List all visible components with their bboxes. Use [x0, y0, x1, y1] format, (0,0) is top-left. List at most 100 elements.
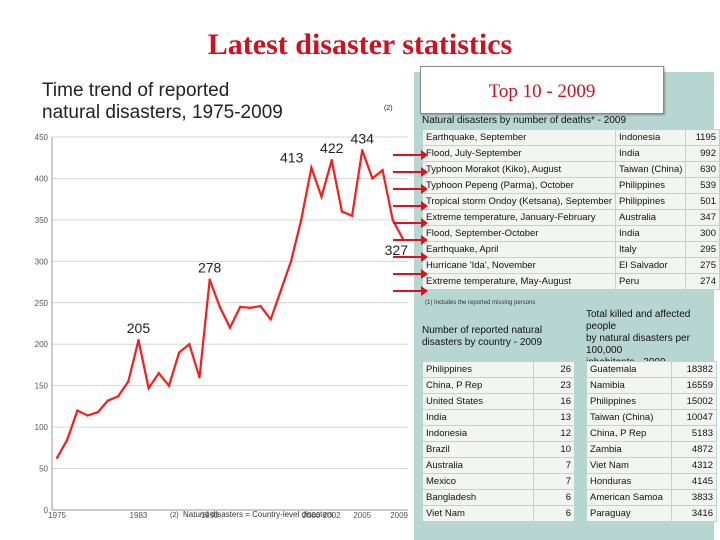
table-row: United States 16 — [422, 393, 575, 410]
deaths-table-title: Natural disasters by number of deaths* -… — [422, 115, 626, 126]
country-cell: Indonesia — [615, 129, 687, 146]
count-cell: 7 — [533, 457, 575, 474]
y-tick-label: 350 — [35, 216, 49, 225]
count-cell: 7 — [533, 473, 575, 490]
country-cell: Namibia — [586, 377, 672, 394]
country-cell: China, P Rep — [422, 377, 534, 394]
country-cell: Indonesia — [422, 425, 534, 442]
country-cell: El Salvador — [615, 257, 687, 274]
data-points — [55, 149, 405, 459]
data-point — [76, 409, 79, 412]
table-row: Mexico 7 — [422, 473, 575, 490]
affected-cell: 15002 — [671, 393, 717, 410]
affected-cell: 16559 — [671, 377, 717, 394]
event-cell: Typhoon Morakot (Kiko), August — [421, 161, 617, 178]
data-label: 434 — [351, 130, 375, 146]
series-line — [56, 149, 404, 459]
data-point — [249, 306, 252, 309]
table-row: Extreme temperature, January-February Aus… — [421, 209, 720, 226]
data-labels: 205 278 413 422 434 327 — [127, 130, 408, 336]
arrow-icon — [393, 235, 428, 245]
table-row: Tropical storm Ondoy (Ketsana), Septembe… — [421, 193, 720, 210]
trend-chart-svg: Time trend of reported natural disasters… — [35, 80, 409, 520]
country-cell: Bangladesh — [422, 489, 534, 506]
table-row: Paraguay 3416 — [586, 505, 717, 522]
x-tick-label: 2002 — [323, 511, 341, 520]
table-row: India 13 — [422, 409, 575, 426]
country-cell: India — [615, 225, 687, 242]
country-title-line: disasters by country - 2009 — [422, 337, 543, 348]
country-cell: Philippines — [422, 361, 534, 378]
data-point — [310, 166, 313, 169]
data-point — [371, 177, 374, 180]
table-row: Viet Nam 4312 — [586, 457, 717, 474]
table-row: Namibia 16559 — [586, 377, 717, 394]
trend-chart: Time trend of reported natural disasters… — [10, 72, 412, 520]
data-point — [238, 305, 242, 309]
data-point — [147, 386, 150, 390]
count-cell: 23 — [533, 377, 575, 394]
table-row: Bangladesh 6 — [422, 489, 575, 506]
count-cell: 13 — [533, 409, 575, 426]
table-row: Zambia 4872 — [586, 441, 717, 458]
data-point — [116, 395, 120, 398]
y-tick-label: 0 — [44, 506, 49, 515]
country-cell: Paraguay — [586, 505, 672, 522]
data-point — [177, 351, 181, 354]
table-row: Philippines 26 — [422, 361, 575, 378]
affected-cell: 3416 — [671, 505, 717, 522]
country-cell: Viet Nam — [586, 457, 672, 474]
country-cell: Philippines — [586, 393, 672, 410]
arrow-icon — [393, 269, 428, 279]
count-cell: 10 — [533, 441, 575, 458]
event-cell: Flood, September-October — [421, 225, 617, 242]
data-point — [188, 343, 191, 346]
count-cell: 16 — [533, 393, 575, 410]
affected-cell: 4312 — [671, 457, 717, 474]
affected-cell: 4872 — [671, 441, 717, 458]
event-cell: Flood, July-September — [421, 145, 617, 162]
table-row: Guatemala 18382 — [586, 361, 717, 378]
data-point — [106, 399, 110, 402]
data-point — [137, 338, 140, 342]
deaths-table: Earthquake, September Indonesia 1195 Flood,… — [421, 129, 720, 290]
data-point — [157, 372, 160, 375]
data-point — [381, 168, 384, 172]
data-point — [66, 438, 69, 441]
affected-table: Guatemala 18382 Namibia 16559 Philippines 150… — [586, 361, 717, 522]
affected-cell: 5183 — [671, 425, 717, 442]
affected-title-line: Total killed and affected people — [586, 309, 691, 332]
arrow-icon — [393, 150, 428, 160]
data-point — [86, 414, 89, 417]
arrow-icon — [393, 201, 428, 211]
data-point — [208, 278, 211, 281]
y-tick-label: 150 — [35, 382, 49, 391]
data-point — [55, 456, 59, 459]
x-tick-label: 2009 — [390, 511, 408, 520]
x-tick-labels: 1975 1983 1990 2000 2002 2005 2009 — [48, 511, 408, 520]
country-cell: Guatemala — [586, 361, 672, 378]
country-cell: Philippines — [615, 193, 687, 210]
data-point — [279, 289, 283, 292]
x-tick-label: 1990 — [201, 511, 219, 520]
table-row: Typhoon Pepeng (Parma), October Philippin… — [421, 177, 720, 194]
country-cell: Zambia — [586, 441, 672, 458]
country-cell: Italy — [615, 241, 687, 258]
data-label: 422 — [320, 140, 344, 156]
count-cell: 26 — [533, 361, 575, 378]
data-label: 413 — [280, 150, 304, 166]
affected-cell: 4145 — [671, 473, 717, 490]
country-cell: Australia — [615, 209, 687, 226]
y-tick-label: 200 — [35, 340, 49, 349]
deaths-footnote: (1) Includes the reported missing person… — [425, 300, 536, 306]
table-row: Hurricane 'Ida', November El Salvador 275 — [421, 257, 720, 274]
country-cell: India — [422, 409, 534, 426]
slide-title: Latest disaster statistics — [207, 28, 513, 61]
country-cell: Viet Nam — [422, 505, 534, 522]
data-point — [198, 376, 201, 379]
deaths-cell: 295 — [685, 241, 720, 258]
chart-title-superscript: (2) — [384, 105, 393, 112]
y-tick-labels: 0 50 100 150 200 250 300 350 400 450 — [35, 133, 49, 515]
x-axis-label: Natural disasters = Country-level disast… — [183, 510, 334, 519]
data-point — [320, 195, 323, 198]
